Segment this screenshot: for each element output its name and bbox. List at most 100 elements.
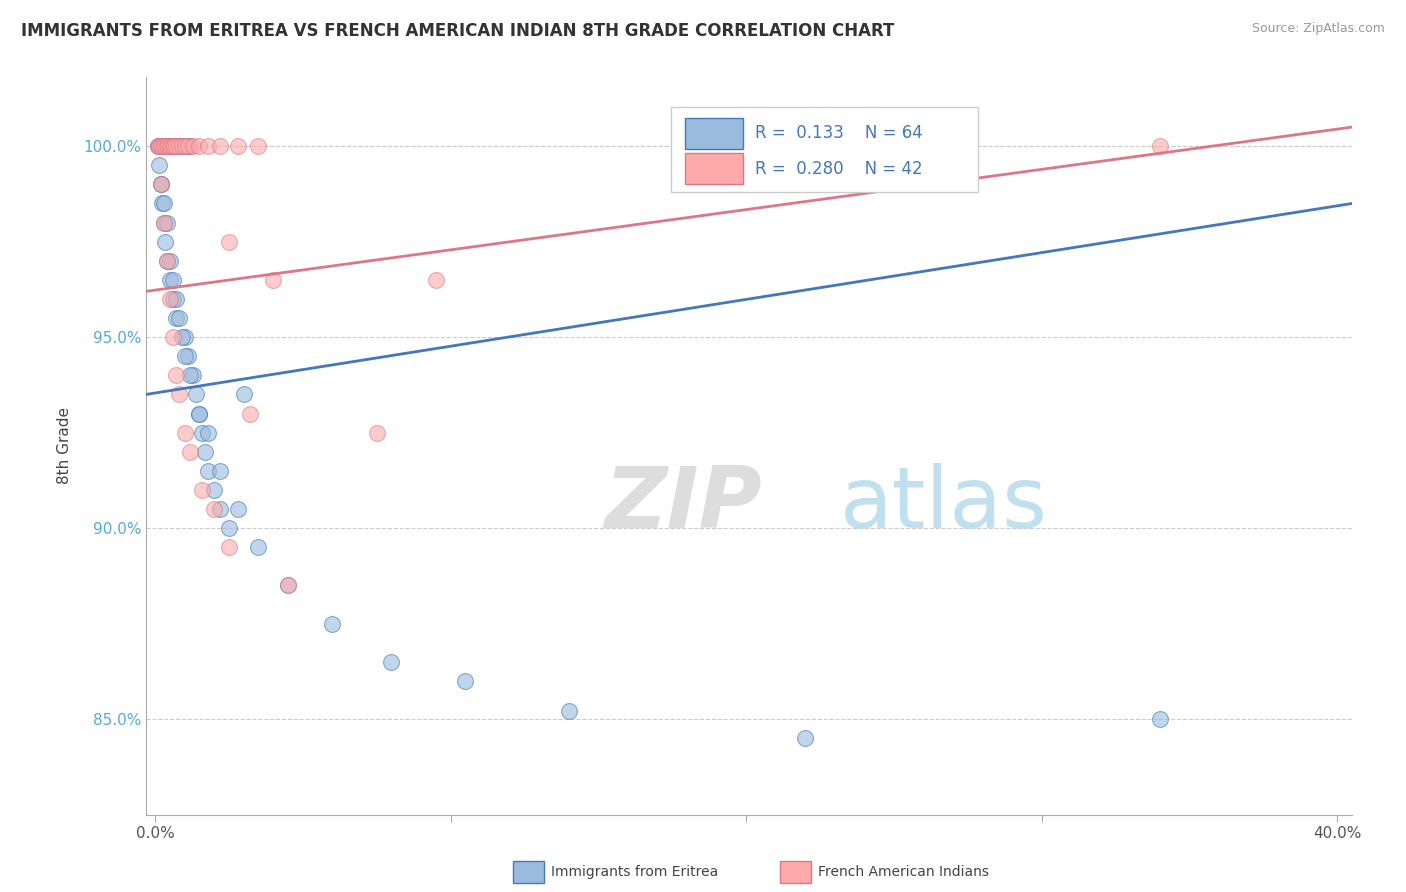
Point [218, 540, 240, 554]
Point [366, 425, 388, 440]
Point [156, 139, 179, 153]
Point [152, 196, 174, 211]
Point [159, 139, 181, 153]
Point [146, 139, 169, 153]
Point [152, 139, 174, 153]
Point [209, 139, 232, 153]
Point [149, 139, 172, 153]
Point [156, 216, 179, 230]
Point [173, 330, 195, 344]
Point [197, 139, 219, 153]
Point [209, 502, 232, 516]
Point [173, 425, 195, 440]
Text: French American Indians: French American Indians [818, 865, 990, 880]
Point [188, 407, 211, 421]
Point [262, 273, 284, 287]
Y-axis label: 8th Grade: 8th Grade [58, 408, 72, 484]
Point [197, 425, 219, 440]
Point [170, 330, 193, 344]
Point [149, 178, 172, 192]
Point [176, 139, 198, 153]
Point [1149, 139, 1171, 153]
Point [149, 178, 172, 192]
Point [162, 273, 184, 287]
Text: Source: ZipAtlas.com: Source: ZipAtlas.com [1251, 22, 1385, 36]
Point [146, 139, 169, 153]
Point [1149, 712, 1171, 726]
Text: ZIP: ZIP [605, 464, 762, 547]
Point [247, 540, 270, 554]
FancyBboxPatch shape [685, 118, 742, 149]
Point [153, 139, 176, 153]
Point [277, 578, 299, 592]
Point [218, 235, 240, 249]
Point [155, 139, 177, 153]
Point [160, 139, 183, 153]
Point [209, 464, 232, 478]
Point [173, 139, 195, 153]
Point [321, 616, 343, 631]
Point [179, 139, 201, 153]
Point [191, 425, 214, 440]
Point [159, 292, 181, 306]
Point [425, 273, 447, 287]
Point [163, 139, 186, 153]
Point [156, 253, 179, 268]
Point [167, 311, 190, 326]
Point [160, 139, 183, 153]
Point [188, 139, 211, 153]
Text: atlas: atlas [839, 464, 1047, 547]
Text: R =  0.133    N = 64: R = 0.133 N = 64 [755, 125, 922, 143]
Point [153, 216, 176, 230]
Point [153, 216, 176, 230]
Point [202, 483, 225, 497]
Point [176, 139, 198, 153]
Point [157, 139, 180, 153]
Point [149, 178, 172, 192]
Point [186, 387, 208, 401]
Point [163, 139, 186, 153]
Point [155, 139, 177, 153]
Point [165, 139, 187, 153]
Point [170, 139, 193, 153]
Point [167, 387, 190, 401]
Point [165, 292, 187, 306]
Point [165, 311, 187, 326]
Point [156, 139, 179, 153]
Point [159, 253, 181, 268]
Point [153, 196, 176, 211]
Point [166, 139, 188, 153]
Point [226, 139, 249, 153]
Point [247, 139, 270, 153]
Point [167, 139, 190, 153]
Point [183, 139, 205, 153]
Point [202, 502, 225, 516]
Point [172, 139, 194, 153]
Point [162, 330, 184, 344]
Point [173, 139, 195, 153]
Point [165, 368, 187, 383]
Point [148, 158, 170, 172]
Point [162, 292, 184, 306]
Text: Immigrants from Eritrea: Immigrants from Eritrea [551, 865, 718, 880]
Point [176, 349, 198, 363]
Point [159, 273, 181, 287]
Point [194, 444, 217, 458]
Point [188, 407, 211, 421]
Text: R =  0.280    N = 42: R = 0.280 N = 42 [755, 160, 922, 178]
Point [179, 368, 201, 383]
Point [157, 139, 180, 153]
Text: IMMIGRANTS FROM ERITREA VS FRENCH AMERICAN INDIAN 8TH GRADE CORRELATION CHART: IMMIGRANTS FROM ERITREA VS FRENCH AMERIC… [21, 22, 894, 40]
Point [153, 139, 176, 153]
Point [277, 578, 299, 592]
Point [169, 139, 191, 153]
Point [165, 139, 187, 153]
Point [226, 502, 249, 516]
Point [170, 139, 193, 153]
Point [162, 139, 184, 153]
Point [191, 483, 214, 497]
Point [239, 407, 262, 421]
Point [558, 705, 581, 719]
Point [152, 139, 174, 153]
Point [148, 139, 170, 153]
